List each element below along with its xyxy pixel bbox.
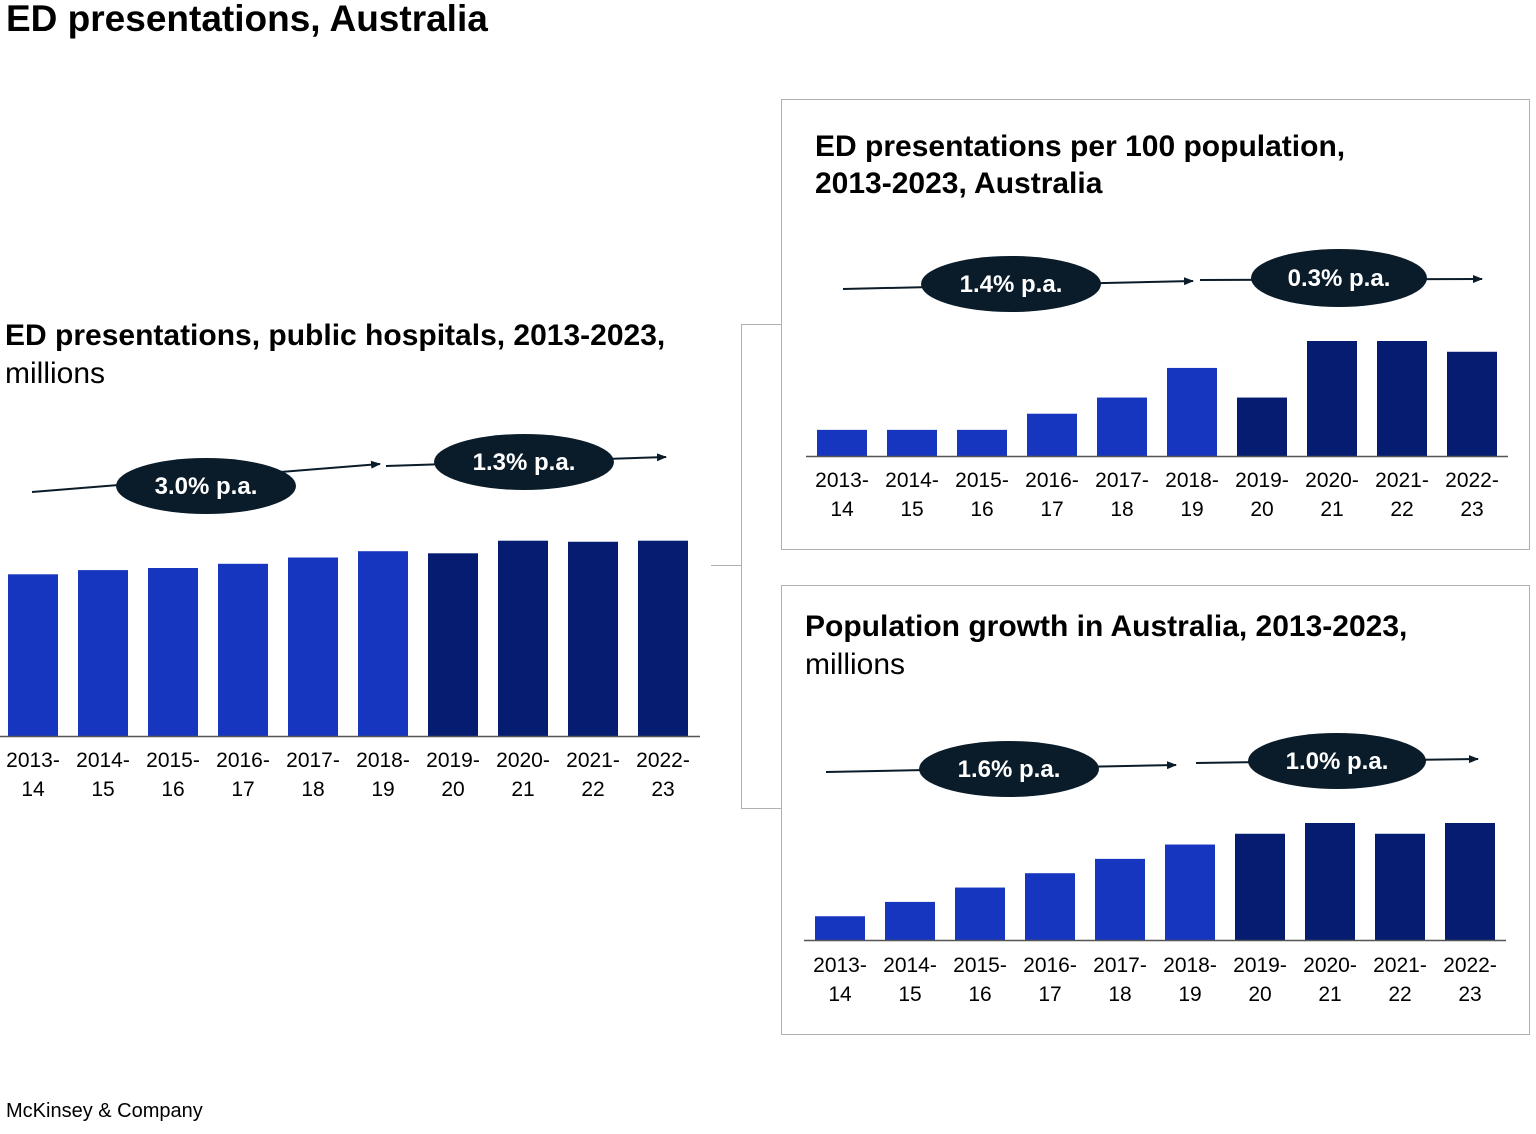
bar-2015-16: [148, 568, 198, 736]
chart-title-ed-presentations: ED presentations, public hospitals, 2013…: [5, 317, 665, 393]
chart-unit: millions: [805, 648, 906, 681]
growth-rate-pill: [434, 434, 614, 490]
x-tick-label: 2014-: [76, 749, 130, 772]
chart-unit: millions: [5, 357, 106, 390]
chart-title-population: Population growth in Australia, 2013-202…: [805, 608, 1407, 684]
ed-per-100-panel: [781, 99, 1530, 550]
bar-2021-22: [568, 541, 618, 736]
x-tick-label: 20: [441, 778, 464, 801]
x-tick-label: 2015-: [146, 749, 200, 772]
x-tick-label: 14: [21, 778, 45, 801]
x-tick-label: 22: [581, 778, 604, 801]
growth-rate-pill: [116, 458, 296, 514]
x-tick-label: 2016-: [216, 749, 270, 772]
x-tick-label: 2018-: [356, 749, 410, 772]
x-tick-label: 23: [651, 778, 674, 801]
x-tick-label: 2013-: [6, 749, 60, 772]
x-tick-label: 2017-: [286, 749, 340, 772]
x-tick-label: 2020-: [496, 749, 550, 772]
x-tick-label: 2019-: [426, 749, 480, 772]
population-panel: [781, 585, 1530, 1035]
x-tick-label: 16: [161, 778, 184, 801]
bar-2020-21: [498, 540, 548, 736]
bar-2022-23: [638, 540, 688, 736]
bar-2017-18: [288, 557, 338, 736]
chart-title-text: ED presentations, public hospitals, 2013…: [5, 319, 666, 352]
chart-title-ed-per-100: ED presentations per 100 population, 201…: [815, 128, 1415, 202]
trend-arrow: [31, 460, 381, 493]
chart-title-text: ED presentations per 100 population, 201…: [815, 130, 1346, 200]
x-tick-label: 2022-: [636, 749, 690, 772]
trend-arrow: [385, 453, 667, 467]
x-tick-label: 19: [371, 778, 394, 801]
chart-title-text: Population growth in Australia, 2013-202…: [805, 610, 1408, 643]
connector-bracket: [741, 324, 782, 809]
page-title: ED presentations, Australia: [6, 0, 488, 39]
growth-rate-label: 1.3% p.a.: [473, 449, 576, 476]
footer-brand: McKinsey & Company: [6, 1100, 203, 1122]
x-tick-label: 17: [231, 778, 254, 801]
bar-2018-19: [358, 551, 408, 736]
x-tick-label: 15: [91, 778, 114, 801]
x-tick-label: 21: [511, 778, 534, 801]
bar-2019-20: [428, 553, 478, 736]
connector-stem: [711, 565, 741, 566]
growth-rate-label: 3.0% p.a.: [155, 473, 258, 500]
bar-2014-15: [78, 570, 128, 736]
x-tick-label: 18: [301, 778, 324, 801]
bar-2016-17: [218, 563, 268, 736]
bar-2013-14: [8, 574, 58, 736]
x-tick-label: 2021-: [566, 749, 620, 772]
